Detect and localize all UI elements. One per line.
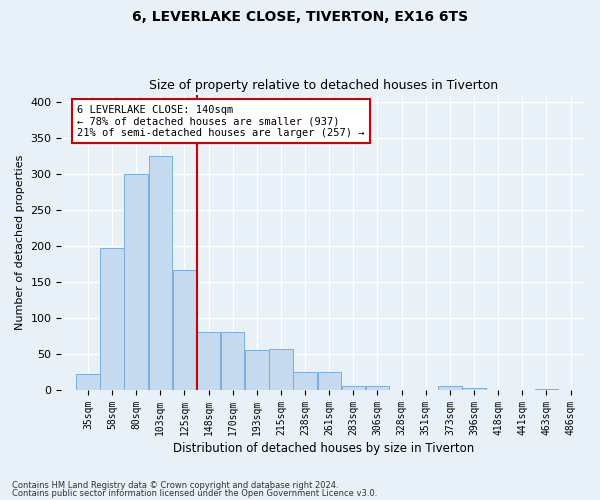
Bar: [76, 374, 100, 390]
Bar: [463, 388, 486, 390]
Bar: [221, 332, 244, 390]
Text: Contains HM Land Registry data © Crown copyright and database right 2024.: Contains HM Land Registry data © Crown c…: [12, 480, 338, 490]
Text: 6, LEVERLAKE CLOSE, TIVERTON, EX16 6TS: 6, LEVERLAKE CLOSE, TIVERTON, EX16 6TS: [132, 10, 468, 24]
Bar: [438, 386, 461, 390]
Y-axis label: Number of detached properties: Number of detached properties: [15, 154, 25, 330]
Text: 6 LEVERLAKE CLOSE: 140sqm
← 78% of detached houses are smaller (937)
21% of semi: 6 LEVERLAKE CLOSE: 140sqm ← 78% of detac…: [77, 104, 364, 138]
Text: Contains public sector information licensed under the Open Government Licence v3: Contains public sector information licen…: [12, 489, 377, 498]
Bar: [317, 372, 341, 390]
X-axis label: Distribution of detached houses by size in Tiverton: Distribution of detached houses by size …: [173, 442, 474, 455]
Bar: [124, 174, 148, 390]
Bar: [269, 349, 293, 390]
Bar: [245, 350, 269, 390]
Bar: [293, 372, 317, 390]
Bar: [197, 332, 220, 390]
Bar: [100, 248, 124, 390]
Bar: [341, 386, 365, 390]
Bar: [366, 386, 389, 390]
Title: Size of property relative to detached houses in Tiverton: Size of property relative to detached ho…: [149, 79, 498, 92]
Bar: [149, 156, 172, 390]
Bar: [173, 270, 196, 390]
